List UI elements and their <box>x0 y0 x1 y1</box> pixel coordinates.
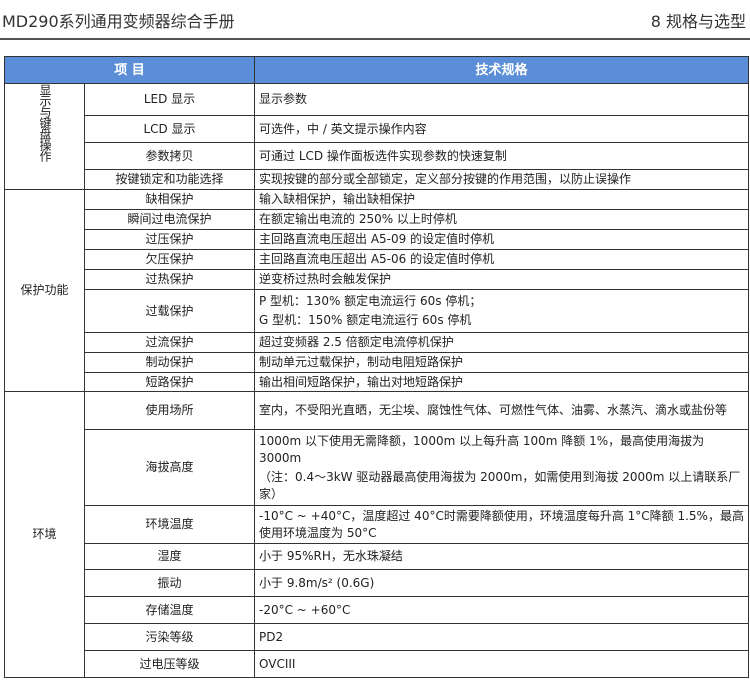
spec-text: -10°C ~ +40°C，温度超过 40°C时需要降额使用，环境温度每升高 1… <box>259 508 744 540</box>
spec-table: 项 目 技术规格 显示与键盘操作 LED 显示 显示参数 LCD 显示 可选件，中 / … <box>4 56 749 678</box>
group-cell: 环境 <box>4 391 85 678</box>
table-row: 环境 使用场所 室内，不受阳光直晒，无尘埃、腐蚀性气体、可燃性气体、油雾、水蒸汽、滴… <box>4 391 749 678</box>
group-label: 保护功能 <box>20 283 69 297</box>
table-row: 短路保护 输出相间短路保护，输出对地短路保护 <box>5 372 749 392</box>
item-cell: 制动保护 <box>84 352 255 373</box>
table-row: 过压保护 主回路直流电压超出 A5-09 的设定值时停机 <box>5 229 749 250</box>
spec-text: P 型机：130% 额定电流运行 60s 停机； <box>259 294 482 308</box>
item-cell: 过压保护 <box>84 229 255 250</box>
spec-cell: 制动单元过载保护，制动电阻短路保护 <box>254 352 749 373</box>
item-cell: 按键锁定和功能选择 <box>84 169 255 190</box>
spec-cell: 超过变频器 2.5 倍额定电流停机保护 <box>254 332 749 353</box>
item-cell: 参数拷贝 <box>84 142 255 170</box>
item-cell: 存储温度 <box>84 596 255 624</box>
spec-cell: P 型机：130% 额定电流运行 60s 停机； G 型机：150% 额定电流运行… <box>254 289 749 333</box>
item-cell: 缺相保护 <box>84 189 255 210</box>
item-cell: 海拔高度 <box>84 429 255 506</box>
spec-text: 主回路直流电压超出 A5-09 的设定值时停机 <box>259 232 495 246</box>
table-row: 瞬间过电流保护 在额定输出电流的 250% 以上时停机 <box>5 209 749 230</box>
table-row: 过流保护 超过变频器 2.5 倍额定电流停机保护 <box>5 332 749 353</box>
item-cell: 过电压等级 <box>84 650 255 678</box>
spec-text: 显示参数 <box>259 92 308 106</box>
table-row: LCD 显示 可选件，中 / 英文提示操作内容 <box>5 115 749 143</box>
spec-cell: 逆变桥过热时会触发保护 <box>254 269 749 290</box>
spec-cell: 显示参数 <box>254 83 749 116</box>
table-row: 制动保护 制动单元过载保护，制动电阻短路保护 <box>5 352 749 373</box>
table-row: 存储温度 -20°C ~ +60°C <box>5 596 749 624</box>
spec-cell: 实现按键的部分或全部锁定，定义部分按键的作用范围，以防止误操作 <box>254 169 749 190</box>
spec-text: OVCIII <box>259 656 296 671</box>
item-cell: LED 显示 <box>84 83 255 116</box>
spec-cell: -20°C ~ +60°C <box>254 596 749 624</box>
group-label: 环境 <box>32 527 57 541</box>
header-divider <box>0 38 750 40</box>
item-cell: 短路保护 <box>84 372 255 392</box>
spec-text: G 型机：150% 额定电流运行 60s 停机 <box>259 313 472 327</box>
item-cell: 瞬间过电流保护 <box>84 209 255 230</box>
table-row: 过热保护 逆变桥过热时会触发保护 <box>5 269 749 290</box>
table-row: 环境温度 -10°C ~ +40°C，温度超过 40°C时需要降额使用，环境温度每… <box>5 505 749 544</box>
spec-cell: 输入缺相保护，输出缺相保护 <box>254 189 749 210</box>
group-cell: 保护功能 <box>4 189 85 392</box>
item-cell: 环境温度 <box>84 505 255 544</box>
item-cell: 湿度 <box>84 543 255 570</box>
column-header-spec: 技术规格 <box>254 56 749 84</box>
spec-cell: 主回路直流电压超出 A5-06 的设定值时停机 <box>254 249 749 270</box>
spec-text: 制动单元过载保护，制动电阻短路保护 <box>259 355 464 369</box>
item-cell: 过载保护 <box>84 289 255 333</box>
spec-cell: 小于 95%RH，无水珠凝结 <box>254 543 749 570</box>
spec-cell: 1000m 以下使用无需降额，1000m 以上每升高 100m 降额 1%，最高… <box>254 429 749 506</box>
table-header-row: 项 目 技术规格 <box>4 56 749 84</box>
document-title: MD290系列通用变频器综合手册 <box>2 12 235 31</box>
table-row: 湿度 小于 95%RH，无水珠凝结 <box>5 543 749 570</box>
spec-text: 超过变频器 2.5 倍额定电流停机保护 <box>259 335 454 349</box>
spec-cell: 可通过 LCD 操作面板选件实现参数的快速复制 <box>254 142 749 170</box>
item-cell: 欠压保护 <box>84 249 255 270</box>
table-row: 显示与键盘操作 LED 显示 显示参数 <box>4 83 749 190</box>
spec-cell: 输出相间短路保护，输出对地短路保护 <box>254 372 749 392</box>
spec-text: 小于 9.8m/s² (0.6G) <box>259 575 375 590</box>
table-row: 海拔高度 1000m 以下使用无需降额，1000m 以上每升高 100m 降额 1… <box>5 429 749 506</box>
spec-cell: 可选件，中 / 英文提示操作内容 <box>254 115 749 143</box>
spec-text: （注：0.4～3kW 驱动器最高使用海拔为 2000m，如需使用到海拔 2000… <box>259 469 741 501</box>
item-cell: 使用场所 <box>84 391 255 430</box>
spec-cell: OVCIII <box>254 650 749 678</box>
item-cell: 过流保护 <box>84 332 255 353</box>
table-row: 按键锁定和功能选择 实现按键的部分或全部锁定，定义部分按键的作用范围，以防止误操作 <box>5 169 749 190</box>
item-cell: 振动 <box>84 569 255 597</box>
spec-cell: 小于 9.8m/s² (0.6G) <box>254 569 749 597</box>
column-header-item: 项 目 <box>4 56 255 84</box>
table-row: 振动 小于 9.8m/s² (0.6G) <box>5 569 749 597</box>
spec-text: 在额定输出电流的 250% 以上时停机 <box>259 212 457 226</box>
group-cell: 显示与键盘操作 <box>4 83 85 190</box>
spec-cell: -10°C ~ +40°C，温度超过 40°C时需要降额使用，环境温度每升高 1… <box>254 505 749 544</box>
table-row: 过电压等级 OVCIII <box>5 650 749 678</box>
spec-text: 可通过 LCD 操作面板选件实现参数的快速复制 <box>259 148 507 163</box>
chapter-title: 8 规格与选型 <box>650 12 746 31</box>
table-row: 参数拷贝 可通过 LCD 操作面板选件实现参数的快速复制 <box>5 142 749 170</box>
item-cell: LCD 显示 <box>84 115 255 143</box>
table-row: 污染等级 PD2 <box>5 623 749 651</box>
group-label: 显示与键盘操作 <box>38 84 52 161</box>
spec-text: 输入缺相保护，输出缺相保护 <box>259 192 416 206</box>
spec-cell: 室内，不受阳光直晒，无尘埃、腐蚀性气体、可燃性气体、油雾、水蒸汽、滴水或盐份等 <box>254 391 749 430</box>
spec-text: 输出相间短路保护，输出对地短路保护 <box>259 374 464 389</box>
table-row: 过载保护 P 型机：130% 额定电流运行 60s 停机； G 型机：150% 额定… <box>5 289 749 333</box>
item-cell: 污染等级 <box>84 623 255 651</box>
table-row: 保护功能 缺相保护 输入缺相保护，输出缺相保护 <box>4 189 749 392</box>
spec-cell: 在额定输出电流的 250% 以上时停机 <box>254 209 749 230</box>
spec-text: 逆变桥过热时会触发保护 <box>259 272 392 286</box>
spec-text: 室内，不受阳光直晒，无尘埃、腐蚀性气体、可燃性气体、油雾、水蒸汽、滴水或盐份等 <box>259 403 728 417</box>
spec-text: 可选件，中 / 英文提示操作内容 <box>259 121 427 136</box>
spec-text: 实现按键的部分或全部锁定，定义部分按键的作用范围，以防止误操作 <box>259 172 632 186</box>
spec-cell: 主回路直流电压超出 A5-09 的设定值时停机 <box>254 229 749 250</box>
spec-text: 1000m 以下使用无需降额，1000m 以上每升高 100m 降额 1%，最高… <box>259 433 705 465</box>
spec-text: 主回路直流电压超出 A5-06 的设定值时停机 <box>259 252 495 266</box>
spec-text: 小于 95%RH，无水珠凝结 <box>259 549 403 563</box>
spec-text: PD2 <box>259 629 284 644</box>
spec-cell: PD2 <box>254 623 749 651</box>
item-cell: 过热保护 <box>84 269 255 290</box>
table-row: 欠压保护 主回路直流电压超出 A5-06 的设定值时停机 <box>5 249 749 270</box>
spec-text: -20°C ~ +60°C <box>259 602 351 617</box>
